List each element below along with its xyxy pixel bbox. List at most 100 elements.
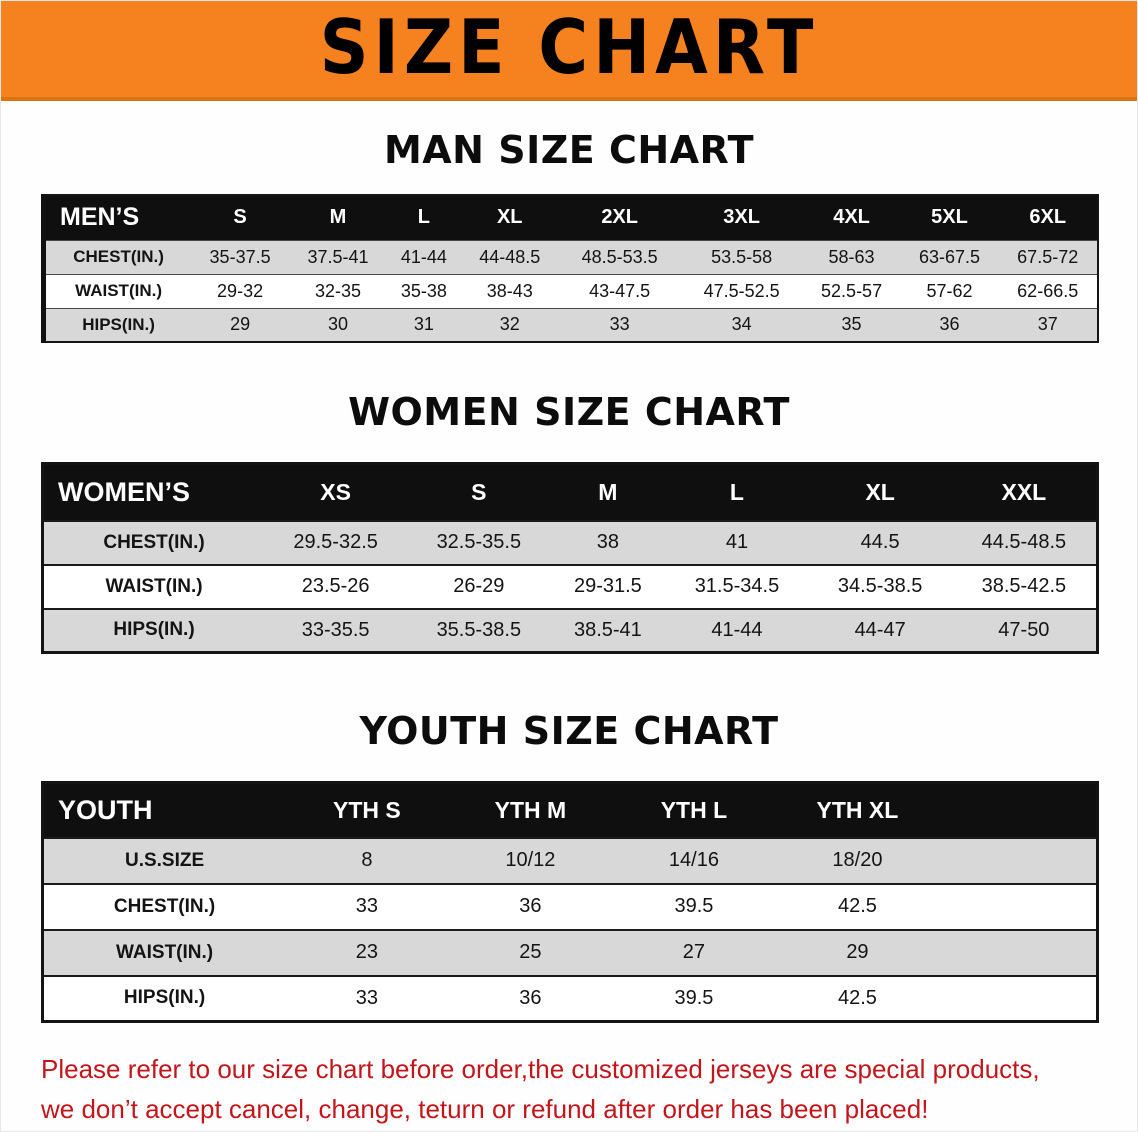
value-cell: 38-43 <box>486 280 533 301</box>
measurement-row: CHEST(IN.) 35-37.5 37.5-41 41-44 44-48.5 48.5… <box>43 240 1098 274</box>
value-cell: 57-62 <box>926 280 973 301</box>
value-cell: 14/16 <box>668 849 719 871</box>
measurement-row: CHEST(IN.) 29.5-32.5 32.5-35.5 38 41 44.5 44.5… <box>42 520 1098 565</box>
size-column-header: XXL <box>951 463 1098 521</box>
row-label-cell: U.S.SIZE <box>124 849 205 871</box>
value-cell: 39.5 <box>674 986 714 1009</box>
measurement-row: U.S.SIZE 8 10/12 14/16 18/20 <box>42 837 1098 884</box>
size-column-header: XL <box>808 463 952 521</box>
size-column-header: S <box>407 463 551 521</box>
women-size-table: WOMEN’S XS S M L XL XXL CHEST(IN.) 29.5-32.5 32.5… <box>41 462 1099 654</box>
size-column-header: YTH M <box>448 782 613 838</box>
measurement-row: HIPS(IN.) 33-35.5 35.5-38.5 38.5-41 41-44 44-… <box>42 608 1098 653</box>
row-label-cell: CHEST(IN.) <box>113 895 216 917</box>
value-cell: 58-63 <box>828 246 875 267</box>
size-column-header: 5XL <box>900 195 999 240</box>
size-column-header: L <box>386 195 461 240</box>
value-cell: 34.5-38.5 <box>837 575 923 597</box>
value-cell: 35 <box>841 314 862 335</box>
value-cell: 41-44 <box>400 246 447 267</box>
value-cell: 53.5-58 <box>711 246 773 267</box>
row-label-cell: WAIST(IN.) <box>105 575 203 597</box>
value-cell: 35.5-38.5 <box>436 618 522 641</box>
value-cell: 67.5-72 <box>1017 246 1079 267</box>
value-cell: 30 <box>327 314 348 335</box>
page-title: SIZE CHART <box>319 4 819 92</box>
row-label-cell: HIPS(IN.) <box>113 619 195 641</box>
value-cell: 52.5-57 <box>821 280 883 301</box>
value-cell: 63-67.5 <box>918 246 980 267</box>
value-cell: 47-50 <box>998 618 1050 641</box>
row-label-cell: HIPS(IN.) <box>123 987 206 1009</box>
size-column-header: M <box>289 195 387 240</box>
size-column-header: YTH L <box>612 782 776 838</box>
value-cell: 38.5-41 <box>573 618 642 641</box>
size-column-header: YTH XL <box>775 782 940 838</box>
filler-cell <box>939 884 1097 930</box>
table-title-cell: YOUTH <box>42 782 286 838</box>
measurement-row: HIPS(IN.) 33 36 39.5 42.5 <box>42 975 1098 1022</box>
men-section-heading: MAN SIZE CHART <box>383 128 755 172</box>
disclaimer-line-1: Please refer to our size chart before or… <box>41 1054 1040 1084</box>
size-column-header: 2XL <box>558 195 681 240</box>
measurement-row: HIPS(IN.) 29 30 31 32 33 34 35 36 37 <box>43 308 1098 342</box>
value-cell: 42.5 <box>837 986 877 1009</box>
disclaimer-line-2: we don’t accept cancel, change, teturn o… <box>41 1094 929 1124</box>
size-column-header: XL <box>460 195 559 240</box>
size-column-header: 3XL <box>680 195 803 240</box>
value-cell: 44-47 <box>854 618 906 641</box>
value-cell: 39.5 <box>674 895 714 917</box>
value-cell: 33-35.5 <box>301 618 370 641</box>
value-cell: 34 <box>731 314 752 335</box>
youth-size-section: YOUTH SIZE CHART YOUTH YTH S YTH M YTH L YTH… <box>1 708 1137 1023</box>
value-cell: 35-37.5 <box>209 246 271 267</box>
table-title-cell: MEN’S <box>43 195 192 240</box>
value-cell: 36 <box>939 314 960 335</box>
table-header-row: MEN’S S M L XL 2XL 3XL 4XL 5XL 6XL <box>43 195 1098 240</box>
value-cell: 42.5 <box>837 895 877 917</box>
value-cell: 29-32 <box>217 280 264 301</box>
size-column-header: M <box>550 463 666 521</box>
value-cell: 32 <box>499 314 520 335</box>
value-cell: 41 <box>725 531 749 553</box>
value-cell: 33 <box>355 895 379 917</box>
value-cell: 41-44 <box>711 618 763 641</box>
size-column-header: L <box>665 463 809 521</box>
value-cell: 37 <box>1037 314 1058 335</box>
size-column-header: XS <box>264 463 408 521</box>
row-label-cell: CHEST(IN.) <box>103 531 205 553</box>
value-cell: 47.5-52.5 <box>703 280 780 301</box>
value-cell: 32-35 <box>314 280 361 301</box>
value-cell: 62-66.5 <box>1017 280 1079 301</box>
row-label-cell: WAIST(IN.) <box>116 941 214 963</box>
value-cell: 18/20 <box>832 849 883 871</box>
men-size-section: MAN SIZE CHART MEN’S S M L XL 2XL 3XL 4XL 5XL 6XL… <box>1 127 1137 343</box>
value-cell: 44-48.5 <box>479 246 541 267</box>
value-cell: 33 <box>609 314 630 335</box>
youth-size-table: YOUTH YTH S YTH M YTH L YTH XL U.S.SIZE 8 10/12… <box>41 781 1099 1023</box>
filler-cell <box>939 930 1097 976</box>
value-cell: 36 <box>519 895 542 917</box>
size-column-header: 6XL <box>998 195 1098 240</box>
value-cell: 43-47.5 <box>589 280 651 301</box>
value-cell: 44.5 <box>860 531 900 553</box>
women-section-heading: WOMEN SIZE CHART <box>348 390 790 434</box>
measurement-row: WAIST(IN.) 29-32 32-35 35-38 38-43 43-47.5 47.… <box>43 274 1098 308</box>
value-cell: 31.5-34.5 <box>694 575 780 597</box>
value-cell: 38.5-42.5 <box>981 575 1067 597</box>
value-cell: 10/12 <box>505 849 556 871</box>
value-cell: 29 <box>230 314 251 335</box>
table-title-cell: WOMEN’S <box>42 463 265 521</box>
value-cell: 36 <box>519 986 542 1009</box>
value-cell: 29.5-32.5 <box>293 531 378 553</box>
size-column-header: 4XL <box>802 195 901 240</box>
measurement-row: CHEST(IN.) 33 36 39.5 42.5 <box>42 883 1098 930</box>
value-cell: 33 <box>355 986 379 1009</box>
value-cell: 38 <box>596 531 620 553</box>
value-cell: 29-31.5 <box>573 575 642 597</box>
filler-cell <box>939 976 1097 1022</box>
row-label-cell: CHEST(IN.) <box>73 247 164 266</box>
disclaimer-note: Please refer to our size chart before or… <box>41 1049 1099 1129</box>
table-header-row: YOUTH YTH S YTH M YTH L YTH XL <box>42 782 1098 838</box>
